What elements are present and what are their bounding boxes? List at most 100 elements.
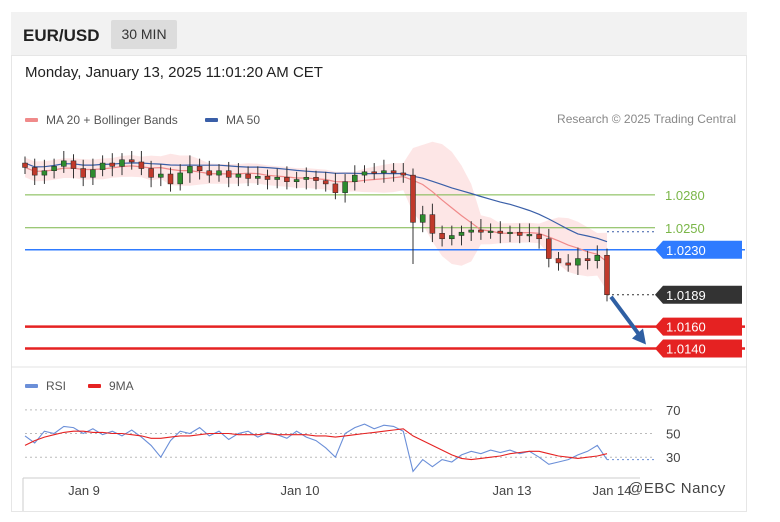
level-tag-shape — [655, 339, 742, 358]
rsi-tick-label: 50 — [666, 427, 680, 442]
candle-body — [41, 170, 48, 176]
research-credit: Research © 2025 Trading Central — [557, 112, 736, 126]
chart-card — [11, 12, 747, 512]
candle-body — [575, 258, 581, 266]
candle-body — [429, 214, 436, 234]
legend-9ma: 9MA — [88, 379, 134, 393]
candle-body — [342, 181, 348, 193]
timestamp: Monday, January 13, 2025 11:01:20 AM CET — [25, 64, 323, 81]
candle-body — [594, 254, 601, 261]
legend-ma50-swatch — [205, 118, 218, 122]
candle-body — [274, 177, 280, 180]
candle-body — [546, 238, 552, 259]
candle-body — [468, 229, 474, 233]
candle-body — [419, 214, 426, 223]
candle-body — [264, 175, 271, 180]
level-label-text: 1.0280 — [665, 188, 705, 203]
candle-body — [90, 169, 96, 178]
candle-body — [449, 235, 455, 240]
candle-body — [497, 230, 504, 234]
candle-body — [216, 170, 222, 176]
x-tick-label: Jan 13 — [492, 483, 531, 498]
candle-body — [70, 160, 77, 169]
candle-body — [352, 174, 358, 182]
candle-body — [158, 173, 164, 178]
level-label-1.0230: 1.0230 — [655, 240, 742, 259]
candle-body — [293, 179, 300, 182]
candle-body — [604, 254, 610, 296]
level-label-1.0189: 1.0189 — [655, 285, 742, 304]
candle-body — [167, 173, 174, 185]
candle-body — [361, 171, 368, 176]
candle-body — [22, 162, 28, 168]
candle-body — [196, 166, 203, 171]
legend-ma20: MA 20 + Bollinger Bands — [25, 113, 178, 127]
level-label-text: 1.0250 — [665, 221, 705, 236]
level-tag-shape — [655, 240, 742, 259]
candle-body — [381, 170, 387, 174]
candle-body — [245, 173, 251, 179]
legend-ma50: MA 50 — [205, 113, 260, 127]
legend-9ma-swatch — [88, 384, 101, 388]
candle-body — [119, 159, 125, 167]
candle-body — [507, 231, 513, 234]
candle-body — [390, 170, 397, 174]
candle-body — [313, 177, 319, 181]
candle-body — [487, 230, 494, 233]
candle-body — [322, 180, 329, 185]
candle-body — [80, 168, 86, 178]
rsi-tick-label: 70 — [666, 403, 680, 418]
level-tag-shape — [655, 317, 742, 336]
level-tag-shape — [655, 285, 742, 304]
candle-body — [371, 171, 377, 174]
candle-body — [61, 160, 67, 167]
level-label-1.0280: 1.0280 — [665, 188, 705, 203]
candle-body — [128, 159, 135, 163]
candle-body — [177, 172, 183, 185]
level-label-text: 1.0189 — [666, 288, 706, 303]
candle-body — [138, 161, 145, 169]
candle-body — [51, 166, 57, 171]
forecast-arrow-head — [632, 328, 646, 345]
symbol-title: EUR/USD — [23, 26, 100, 45]
candle-body — [225, 170, 232, 178]
legend-rsi: RSI — [25, 379, 66, 393]
candle-body — [516, 231, 523, 236]
level-label-1.0140: 1.0140 — [655, 339, 742, 358]
x-tick-label: Jan 9 — [68, 483, 100, 498]
candle-body — [439, 233, 445, 240]
legend-rsi-label: RSI — [46, 379, 67, 393]
watermark: @EBC Nancy — [628, 480, 726, 497]
rsi-ma-line — [24, 428, 608, 461]
candle-body — [109, 162, 116, 167]
candle-body — [565, 262, 571, 266]
candle-body — [148, 168, 154, 178]
legend-ma20-label: MA 20 + Bollinger Bands — [46, 113, 178, 127]
candle-body — [235, 173, 242, 178]
candle-body — [303, 177, 310, 180]
candle-body — [187, 166, 193, 174]
legend-ma20-swatch — [25, 118, 38, 122]
candle-body — [478, 229, 484, 233]
candle-body — [400, 172, 407, 176]
level-label-text: 1.0230 — [666, 243, 706, 258]
candle-body — [555, 258, 562, 264]
level-label-1.0250: 1.0250 — [665, 221, 705, 236]
candle-body — [332, 183, 339, 193]
timeframe-badge[interactable]: 30 MIN — [111, 20, 177, 49]
candle-body — [458, 231, 465, 236]
candle-body — [31, 167, 38, 176]
candle-body — [410, 174, 416, 223]
legend-rsi-swatch — [25, 384, 38, 388]
candle-body — [284, 177, 290, 182]
candle-body — [584, 258, 591, 261]
level-label-text: 1.0140 — [666, 342, 706, 357]
candle-body — [206, 170, 213, 176]
x-tick-label: Jan 10 — [280, 483, 319, 498]
level-label-text: 1.0160 — [666, 320, 706, 335]
candle-body — [255, 175, 261, 179]
rsi-tick-label: 30 — [666, 450, 680, 465]
candle-body — [99, 162, 106, 170]
candle-body — [526, 234, 533, 237]
